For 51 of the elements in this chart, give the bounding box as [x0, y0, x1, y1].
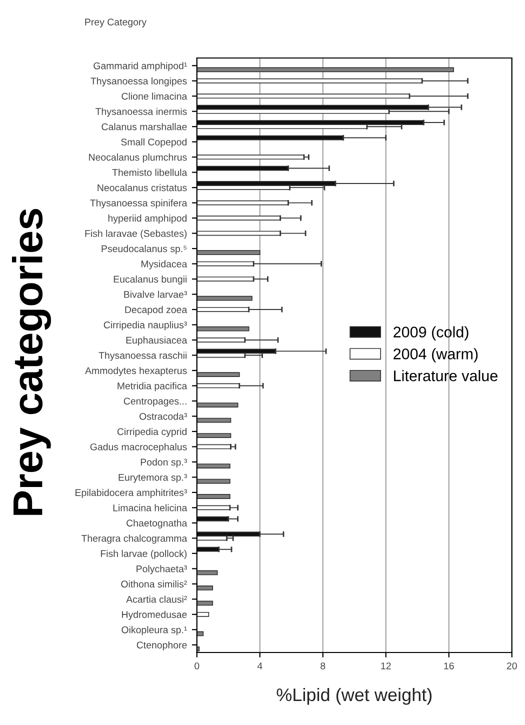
y-tick-label: Clione limacina — [122, 92, 188, 100]
x-tick-label: 4 — [257, 662, 262, 670]
legend-label: 2004 (warm) — [394, 348, 478, 362]
y-tick-label: Ctenophore — [136, 641, 187, 650]
x-tick-label: 12 — [381, 662, 391, 670]
y-tick-label: Themisto libellula — [112, 168, 188, 176]
x-tick-label: 16 — [444, 662, 454, 670]
x-tick-label: 8 — [320, 662, 326, 670]
y-tick-label: Bivalve larvae³ — [124, 290, 187, 298]
y-tick-label: Limacina helicina — [113, 504, 188, 512]
y-tick-label: Gammarid amphipod¹ — [94, 62, 187, 72]
y-tick-label: Fish laravae (Sebastes) — [85, 230, 187, 239]
y-tick-label: Theragra chalcogramma — [81, 534, 188, 544]
y-tick-label: Hydromedusae — [122, 610, 187, 620]
y-tick-label: Epilabidocera amphitrites³ — [76, 488, 187, 498]
y-tick-label: Fish larvae (pollock) — [100, 550, 187, 559]
y-axis-title: Prey categories — [12, 209, 52, 515]
legend-label: Literature value — [394, 370, 498, 382]
x-axis-title: %Lipid (wet weight) — [276, 688, 432, 705]
text: Prey Category — [85, 18, 147, 28]
y-tick-label: Mysidacea — [141, 260, 188, 270]
y-tick-label: Acartia clausi² — [126, 596, 187, 603]
legend-label: 2009 (cold) — [394, 326, 468, 340]
y-tick-label: Neocalanus cristatus — [98, 184, 187, 192]
y-tick-label: Small Copepod — [121, 138, 187, 148]
y-tick-label: Pseudocalanus sp.⁵ — [102, 245, 187, 254]
y-tick-label: Cirripedia cyprid — [117, 428, 187, 438]
y-tick-label: Gadus macrocephalus — [90, 443, 187, 452]
y-tick-label: Oikopleura sp.¹ — [122, 626, 187, 636]
x-tick-label: 20 — [506, 662, 517, 670]
y-tick-label: Ammodytes hexapterus — [85, 366, 187, 376]
y-tick-label: Metridia pacifica — [118, 382, 188, 392]
y-tick-label: Eucalanus bungii — [114, 276, 187, 285]
y-tick-label: Chaetognatha — [126, 519, 188, 528]
y-tick-label: Cirripedia nauplius³ — [104, 321, 187, 330]
y-tick-label: Oithona similis² — [121, 580, 187, 588]
y-tick-label: Thysanoessa longipes — [90, 77, 187, 86]
y-tick-label: Thysanoessa raschii — [98, 352, 187, 361]
y-tick-label: Eurytemora sp.³ — [118, 474, 187, 483]
y-tick-label: Podon sp.³ — [140, 458, 187, 468]
x-tick-label: 0 — [194, 662, 200, 670]
y-tick-label: Ostracoda³ — [140, 412, 187, 420]
y-tick-label: Centropages... — [124, 398, 186, 407]
y-tick-label: Thysanoessa inermis — [96, 108, 187, 117]
y-tick-label: Decapod zoea — [125, 306, 188, 316]
y-tick-label: Polychaeta³ — [136, 565, 187, 574]
y-tick-label: Calanus marshallae — [102, 123, 187, 130]
y-tick-label: Euphausiacea — [126, 336, 188, 346]
y-tick-label: Thysanoessa spinifera — [90, 199, 188, 208]
y-tick-label: Neocalanus plumchrus — [89, 154, 187, 163]
y-tick-label: hyperiid amphipod — [108, 214, 187, 224]
